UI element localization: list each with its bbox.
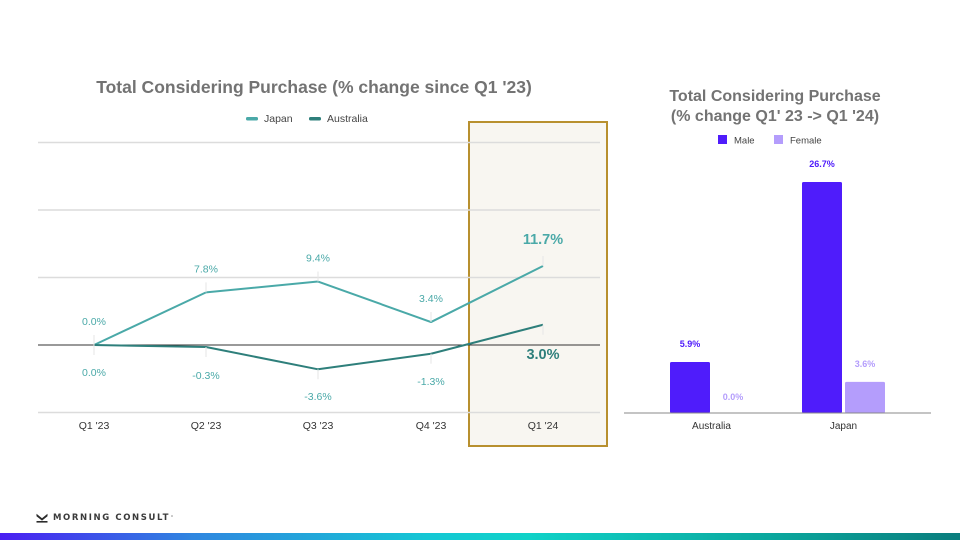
legend-label-male: Male xyxy=(734,136,755,147)
legend-swatch-female xyxy=(774,135,783,144)
data-label-japan-female: 3.6% xyxy=(855,359,876,369)
data-label-japan: 7.8% xyxy=(194,263,218,275)
brand-logo: MORNING CONSULT ° xyxy=(36,511,173,525)
data-label-japan: 11.7% xyxy=(523,232,563,248)
morning-consult-m-logo-icon xyxy=(36,513,48,523)
data-label-japan: 9.4% xyxy=(306,253,330,265)
brand-trademark: ° xyxy=(170,515,173,521)
x-tick-label: Q4 '23 xyxy=(416,420,447,432)
highlight-box-q1-24 xyxy=(468,121,608,447)
data-label-australia: 3.0% xyxy=(526,347,559,363)
line-chart-legend: Japan Australia xyxy=(246,113,368,125)
bar-japan-male xyxy=(802,182,842,413)
bar-australia-male xyxy=(670,361,710,413)
brand-gradient-bar xyxy=(0,533,960,540)
legend-swatch-australia xyxy=(309,117,321,121)
data-label-australia: -0.3% xyxy=(192,370,219,382)
bar-japan-female xyxy=(845,381,885,413)
data-label-japan: 0.0% xyxy=(82,316,106,328)
legend-label-japan: Japan xyxy=(264,113,293,125)
line-chart-title: Total Considering Purchase (% change sin… xyxy=(96,77,532,97)
legend-label-female: Female xyxy=(790,136,822,147)
legend-label-australia: Australia xyxy=(327,113,368,125)
data-label-japan: 3.4% xyxy=(419,293,443,305)
x-tick-label: Q1 '24 xyxy=(528,420,559,432)
x-tick-label: Q2 '23 xyxy=(191,420,222,432)
brand-name: MORNING CONSULT xyxy=(53,513,170,523)
legend-swatch-japan xyxy=(246,117,258,121)
x-tick-label: Australia xyxy=(692,421,731,432)
x-tick-label: Japan xyxy=(830,421,857,432)
data-label-australia-female: 0.0% xyxy=(723,392,744,402)
data-label-japan-male: 26.7% xyxy=(809,159,835,169)
bar-chart-legend: Male Female xyxy=(718,135,822,147)
legend-swatch-male xyxy=(718,135,727,144)
data-label-australia: 0.0% xyxy=(82,367,106,379)
bar-chart-subtitle: (% change Q1' 23 -> Q1 '24) xyxy=(671,108,879,125)
data-label-australia: -1.3% xyxy=(417,376,444,388)
x-tick-label: Q1 '23 xyxy=(79,420,110,432)
x-tick-label: Q3 '23 xyxy=(303,420,334,432)
data-label-australia-male: 5.9% xyxy=(680,339,701,349)
bar-chart-title: Total Considering Purchase xyxy=(669,88,880,105)
data-label-australia: -3.6% xyxy=(304,391,331,403)
